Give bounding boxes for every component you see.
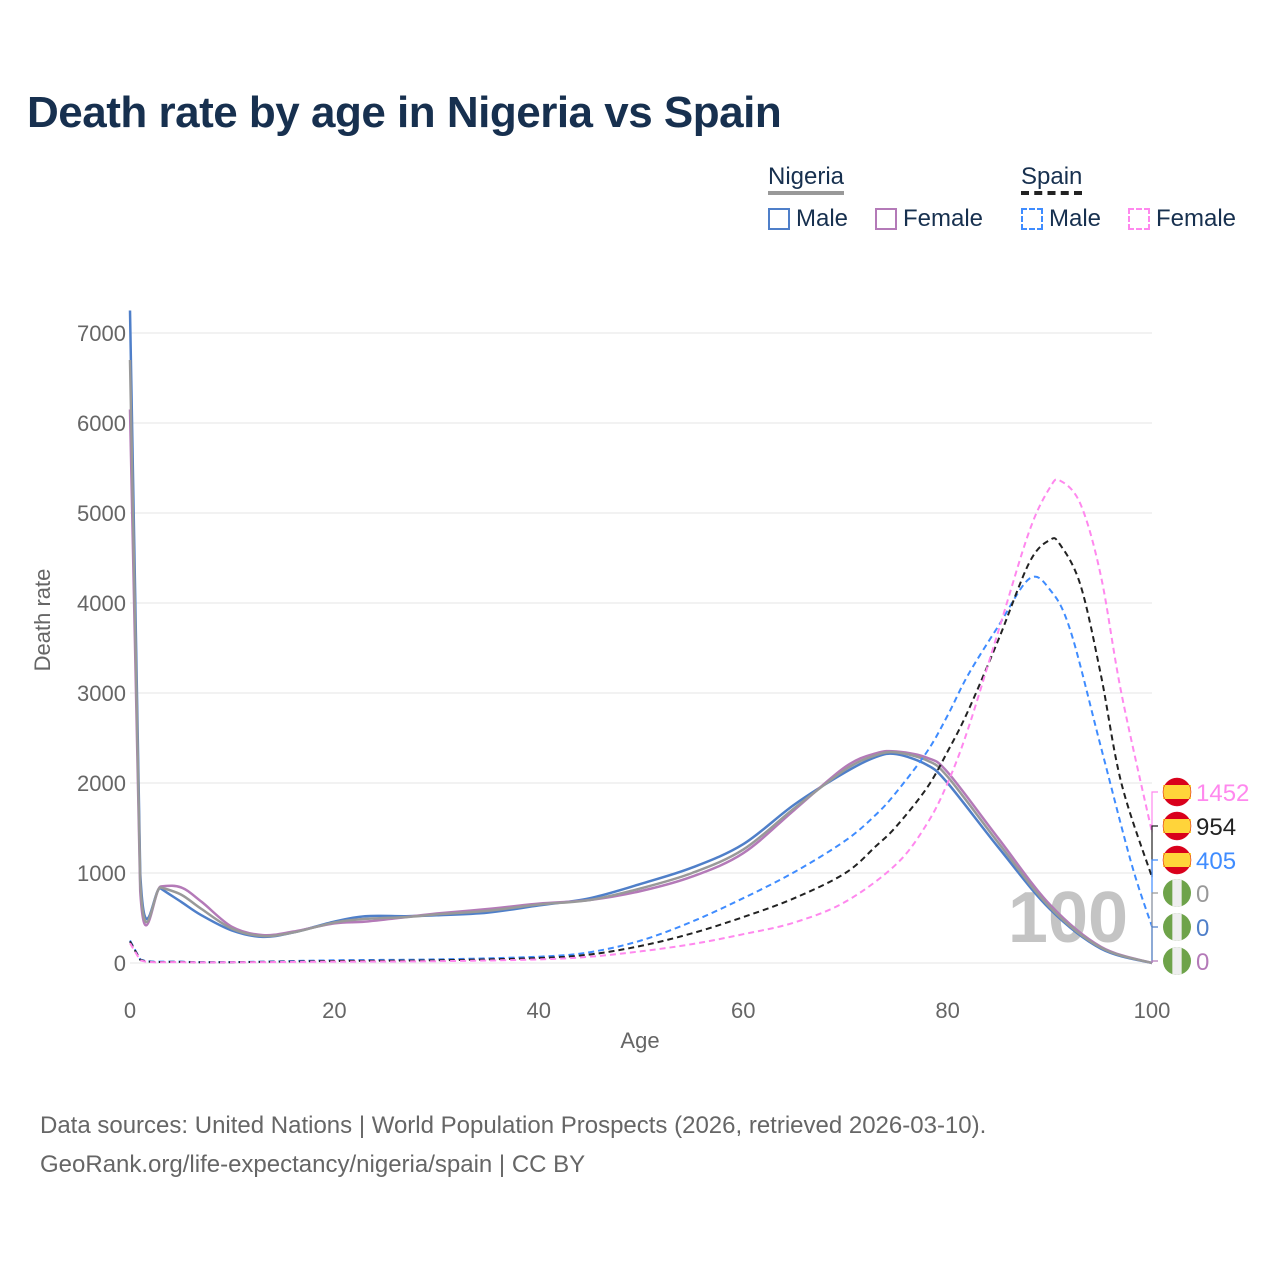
legend-spain-male[interactable]: Male (1021, 205, 1101, 233)
end-value-label: 0 (1196, 949, 1209, 976)
series-line-nigeria-male[interactable] (128, 310, 1153, 965)
series-line-spain[interactable] (129, 537, 1153, 964)
nigeria-flag-icon (1163, 879, 1191, 907)
legend-label: Female (903, 205, 984, 232)
legend-group-spain[interactable]: Spain (1021, 163, 1083, 195)
series-line-spain-female[interactable] (129, 478, 1153, 964)
x-tick-label: 100 (1134, 998, 1171, 1023)
spain-flag-icon (1162, 811, 1192, 841)
x-tick-label: 60 (731, 998, 755, 1023)
y-tick-label: 1000 (77, 861, 126, 886)
legend-nigeria-male[interactable]: Male (768, 205, 848, 233)
x-tick-label: 80 (935, 998, 959, 1023)
chart-title: Death rate by age in Nigeria vs Spain (27, 88, 782, 137)
legend-nigeria-female[interactable]: Female (875, 205, 983, 233)
series-line-nigeria-female[interactable] (128, 409, 1153, 965)
end-value-label: 954 (1196, 814, 1236, 841)
legend-label: Female (1156, 205, 1237, 232)
nigeria-flag-icon (1163, 947, 1191, 975)
legend-swatch (768, 208, 790, 230)
footer-sources: Data sources: United Nations | World Pop… (40, 1112, 987, 1139)
y-tick-label: 6000 (77, 411, 126, 436)
footer-link[interactable]: GeoRank.org/life-expectancy/nigeria/spai… (40, 1151, 586, 1178)
label-connector (1151, 960, 1158, 963)
spain-flag-icon (1162, 777, 1192, 807)
end-value-label: 0 (1196, 915, 1209, 942)
end-value-label: 405 (1196, 848, 1236, 875)
y-tick-label: 5000 (77, 501, 126, 526)
y-tick-label: 3000 (77, 681, 126, 706)
label-connector (1151, 791, 1158, 833)
legend-label: Male (1049, 205, 1102, 232)
nigeria-flag-icon (1163, 913, 1191, 941)
label-connector (1151, 892, 1158, 963)
label-connector (1151, 926, 1158, 963)
end-value-label: 0 (1196, 881, 1209, 908)
legend-swatch (1128, 208, 1150, 230)
legend-group-nigeria[interactable]: Nigeria (768, 163, 845, 195)
legend-spain-female[interactable]: Female (1128, 205, 1236, 233)
legend-swatch (875, 208, 897, 230)
legend-label: Male (796, 205, 849, 232)
y-axis-label: Death rate (30, 569, 55, 672)
x-tick-label: 0 (124, 998, 136, 1023)
x-axis-label: Age (620, 1028, 659, 1053)
x-tick-label: 20 (322, 998, 346, 1023)
footer: Data sources: United Nations | World Pop… (40, 1106, 986, 1184)
legend-swatch (1021, 208, 1043, 230)
y-tick-label: 2000 (77, 771, 126, 796)
spain-flag-icon (1162, 845, 1192, 875)
series-line-nigeria[interactable] (128, 359, 1153, 965)
y-tick-label: 0 (114, 951, 126, 976)
end-value-label: 1452 (1196, 780, 1249, 807)
y-tick-label: 4000 (77, 591, 126, 616)
label-connector (1151, 825, 1158, 878)
watermark-year: 100 (1008, 878, 1128, 958)
x-tick-label: 40 (527, 998, 551, 1023)
y-tick-label: 7000 (77, 321, 126, 346)
series-line-spain-male[interactable] (129, 575, 1153, 964)
